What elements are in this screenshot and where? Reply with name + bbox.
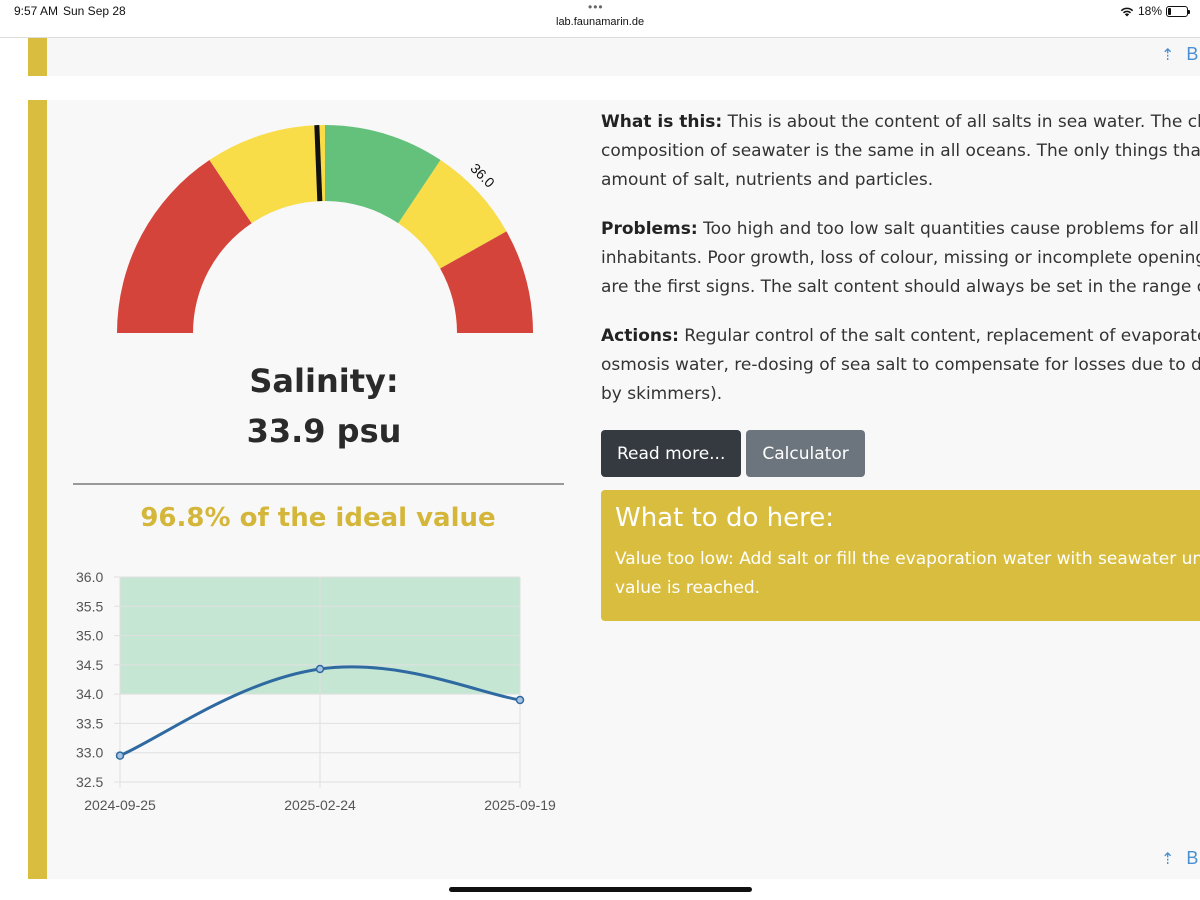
salinity-value: 33.9 psu [246, 412, 402, 450]
top-nav-label: B [1186, 44, 1199, 64]
status-date: Sun Sep 28 [63, 4, 126, 18]
what-label: What is this: [601, 112, 723, 132]
bottom-nav-link[interactable]: ⇡ B [1161, 848, 1198, 869]
salinity-history-chart: 36.0 35.5 35.0 34.5 34.0 33.5 33.0 32.5 2024-09-… [76, 569, 556, 813]
battery-icon [1166, 5, 1190, 17]
gauge-zone-0 [117, 160, 252, 333]
action-buttons: Read more... Calculator [601, 430, 865, 477]
x-tick-label-1: 2025-02-24 [284, 797, 356, 813]
actions-line-2: osmosis water, re-dosing of sea salt to … [601, 355, 1200, 375]
actions-line-3: by skimmers). [601, 384, 723, 404]
address-url[interactable]: lab.faunamarin.de [556, 16, 645, 28]
y-tick-label-5: 33.5 [76, 715, 103, 731]
y-tick-label-7: 32.5 [76, 774, 103, 790]
data-point-0[interactable] [115, 751, 125, 760]
multitasking-dots[interactable]: ••• [588, 0, 604, 14]
actions-label: Actions: [601, 326, 679, 346]
data-point-1[interactable] [315, 664, 325, 674]
info-column: What is this: This is about the content … [601, 108, 1200, 429]
gauge-needle [314, 125, 323, 202]
gauge-zone-4 [440, 231, 533, 333]
what-to-do-text: Value too low: Add salt or fill the evap… [615, 545, 1200, 603]
y-tick-label-2: 35.0 [76, 628, 103, 644]
what-line-2: composition of seawater is the same in a… [601, 141, 1200, 161]
x-tick-label-2: 2025-09-19 [484, 797, 556, 813]
up-down-arrow-icon: ⇡ [1161, 851, 1175, 868]
salinity-label: Salinity: [249, 362, 399, 400]
accent-bar-top [28, 38, 47, 76]
section-divider [73, 483, 564, 485]
ideal-percentage: 96.8% of the ideal value [140, 503, 496, 533]
y-tick-label-3: 34.5 [76, 657, 103, 673]
y-tick-label-0: 36.0 [76, 569, 103, 585]
gauge-zone-2 [325, 125, 441, 224]
what-to-do-box: What to do here: Value too low: Add salt… [601, 490, 1200, 621]
salinity-gauge: 34.036.0 [117, 125, 533, 333]
problems-text: Too high and too low salt quantities cau… [697, 219, 1200, 239]
home-indicator[interactable] [449, 887, 752, 892]
previous-section [47, 38, 1200, 76]
battery-level [1168, 7, 1172, 15]
what-line-3: amount of salt, nutrients and particles. [601, 170, 934, 190]
bottom-nav-label: B [1186, 848, 1199, 868]
problems-paragraph: Problems: Too high and too low salt quan… [601, 215, 1200, 302]
what-to-do-line-1: Value too low: Add salt or fill the evap… [615, 549, 1200, 569]
wifi-icon [1120, 7, 1134, 16]
data-point-2[interactable] [515, 695, 525, 705]
actions-paragraph: Actions: Regular control of the salt con… [601, 322, 1200, 409]
browser-divider [0, 37, 1200, 38]
status-time: 9:57 AM [14, 4, 59, 18]
up-down-arrow-icon: ⇡ [1161, 47, 1175, 64]
what-is-this-paragraph: What is this: This is about the content … [601, 108, 1200, 195]
calculator-button[interactable]: Calculator [746, 430, 865, 477]
what-to-do-line-2: value is reached. [615, 578, 761, 598]
gauge-zone-1 [209, 125, 325, 224]
gauge-zone-3 [398, 160, 507, 269]
what-to-do-title: What to do here: [615, 503, 834, 533]
x-tick-label-0: 2024-09-25 [84, 797, 156, 813]
top-nav-link[interactable]: ⇡ B [1161, 44, 1198, 65]
battery-percent: 18% [1137, 4, 1162, 18]
problems-line-2: inhabitants. Poor growth, loss of colour… [601, 248, 1200, 268]
accent-bar [28, 100, 47, 879]
y-tick-label-4: 34.0 [76, 686, 103, 702]
what-text: This is about the content of all salts i… [722, 112, 1200, 132]
y-tick-label-6: 33.0 [76, 745, 103, 761]
read-more-button[interactable]: Read more... [601, 430, 742, 477]
problems-line-3: are the first signs. The salt content sh… [601, 277, 1200, 297]
actions-text: Regular control of the salt content, rep… [678, 326, 1200, 346]
problems-label: Problems: [601, 219, 698, 239]
y-tick-label-1: 35.5 [76, 598, 103, 614]
status-bar: 9:57 AM Sun Sep 28 ••• lab.faunamarin.de… [0, 0, 1200, 28]
status-right: 18% [1120, 4, 1190, 18]
